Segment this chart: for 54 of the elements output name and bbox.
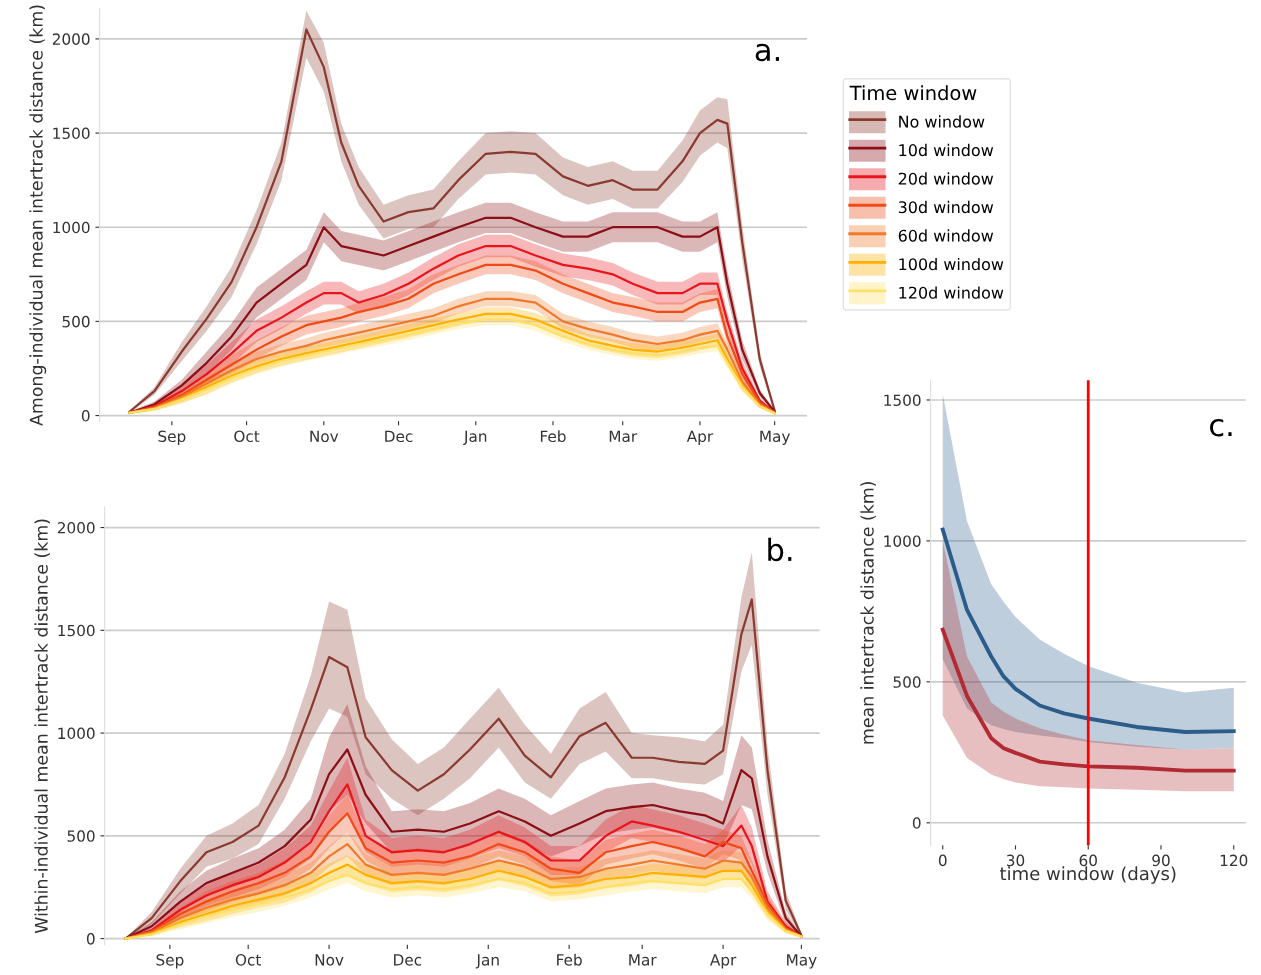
legend-title: Time window: [849, 85, 977, 101]
x-tick-label: Jan: [475, 954, 499, 969]
y-axis-title: Among-individual mean intertrack distance (km): [29, 5, 47, 426]
annotation: b.: [768, 537, 792, 562]
y-tick-label: 1500: [53, 127, 90, 140]
x-tick-label: Sep: [156, 954, 184, 969]
x-tick-label: 90: [1152, 854, 1170, 867]
y-tick-label: 0: [912, 817, 921, 829]
x-tick-label: Apr: [710, 954, 737, 969]
x-tick-label: Feb: [557, 953, 582, 966]
y-tick-label: 0: [86, 933, 95, 945]
y-axis-title: Within-individual mean intertrack distance (km): [34, 519, 50, 934]
line-series: [940, 527, 1236, 734]
x-tick-label: 120: [1220, 854, 1248, 867]
y-tick-label: 500: [67, 830, 95, 842]
legend-label: 10d window: [899, 143, 994, 157]
x-tick-label: Nov: [315, 954, 344, 966]
y-tick-label: 2000: [52, 33, 90, 45]
y-tick-label: 0: [81, 410, 90, 422]
x-tick-label: Oct: [235, 954, 262, 966]
legend-label: No window: [899, 115, 985, 128]
annotation: a.: [755, 43, 779, 62]
x-tick-label: Dec: [385, 430, 413, 443]
y-tick-label: 2000: [57, 522, 95, 534]
y-tick-label: 500: [893, 676, 921, 688]
y-axis-title: mean intertrack distance (km): [860, 482, 876, 744]
y-tick-label: 1000: [53, 221, 90, 234]
x-axis-title: time window (days): [999, 866, 1176, 884]
legend-label: 120d window: [899, 286, 1004, 299]
y-tick-label: 1000: [884, 535, 921, 547]
y-tick-label: 500: [62, 315, 90, 328]
x-tick-label: Feb: [540, 430, 566, 443]
annotation: c.: [1210, 418, 1232, 437]
x-tick-label: Jan: [463, 430, 487, 445]
x-tick-label: 0: [938, 854, 947, 867]
y-tick-label: 1000: [58, 727, 95, 740]
x-tick-label: May: [787, 954, 817, 969]
x-tick-label: 30: [1006, 854, 1025, 867]
line-series: [940, 627, 1236, 773]
legend-label: 30d window: [898, 200, 994, 214]
legend-label: 20d window: [898, 172, 994, 185]
y-tick-label: 1500: [884, 394, 921, 406]
legend-label: 60d window: [898, 229, 994, 242]
x-tick-label: 60: [1079, 854, 1097, 867]
x-tick-label: May: [760, 430, 790, 446]
x-tick-label: Mar: [609, 430, 638, 443]
x-tick-label: Apr: [686, 430, 714, 446]
y-tick-label: 1500: [58, 624, 95, 637]
x-tick-label: Sep: [158, 430, 186, 446]
x-tick-label: Nov: [310, 430, 339, 443]
legend-label: 100d window: [899, 257, 1004, 271]
x-tick-label: Mar: [629, 954, 657, 966]
x-tick-label: Dec: [394, 954, 422, 966]
x-tick-label: Oct: [234, 430, 260, 443]
